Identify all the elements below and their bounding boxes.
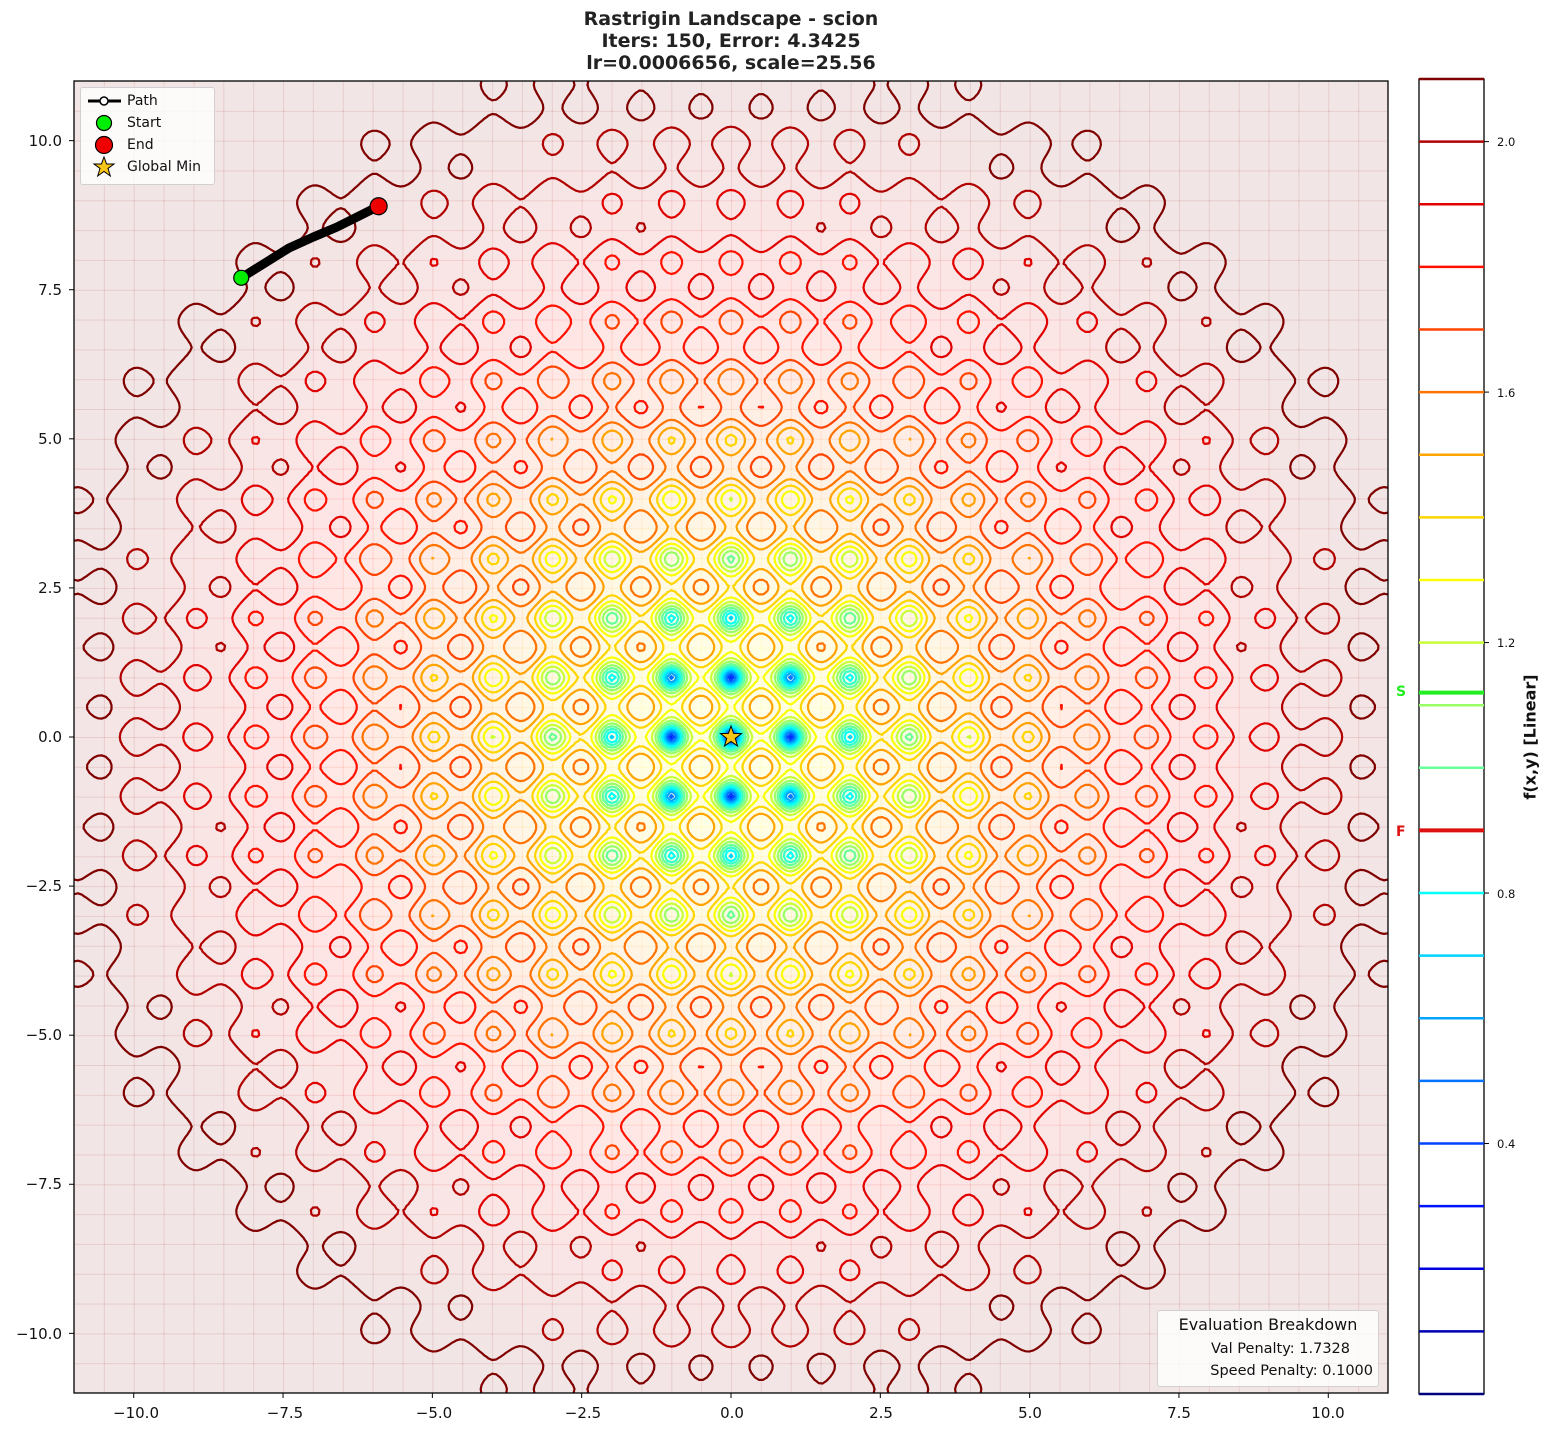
speed-penalty: Speed Penalty: 0.1000: [1210, 1363, 1373, 1379]
legend-label-start: Start: [127, 115, 161, 131]
x-tick: −7.5: [267, 1404, 303, 1422]
x-tick: 7.5: [1167, 1404, 1191, 1422]
colorbar-start-marker: S: [1396, 684, 1406, 700]
y-tick: 0.0: [38, 728, 62, 746]
end-marker-icon: [81, 134, 127, 156]
evaluation-breakdown-box: Evaluation Breakdown Val Penalty: 1.7328…: [1157, 1310, 1379, 1387]
colorbar-tick: 0.8: [1497, 887, 1515, 901]
optimization-path: [233, 197, 743, 748]
legend-item-path: Path: [81, 90, 158, 112]
colorbar: [1418, 77, 1489, 1396]
x-tick: −5.0: [416, 1404, 452, 1422]
y-tick: 7.5: [38, 281, 62, 299]
star-icon: [81, 155, 127, 178]
chart-title: Rastrigin Landscape - scion Iters: 150, …: [74, 8, 1388, 74]
legend: Path Start End Global Min: [80, 87, 215, 185]
legend-item-global-min: Global Min: [81, 155, 201, 178]
colorbar-label: f(x,y) [Linear]: [1521, 674, 1540, 799]
y-tick: 5.0: [38, 430, 62, 448]
title-line-1: Rastrigin Landscape - scion: [74, 8, 1388, 30]
y-tick: 10.0: [29, 132, 62, 150]
y-tick: −7.5: [26, 1175, 62, 1193]
x-tick: 10.0: [1311, 1404, 1344, 1422]
y-tick: −2.5: [26, 877, 62, 895]
x-tick: 5.0: [1018, 1404, 1042, 1422]
val-penalty: Val Penalty: 1.7328: [1211, 1341, 1350, 1357]
y-tick: −10.0: [16, 1325, 62, 1343]
y-tick: −5.0: [26, 1026, 62, 1044]
y-tick: 2.5: [38, 579, 62, 597]
colorbar-final-marker: F: [1396, 824, 1406, 840]
legend-item-end: End: [81, 134, 154, 156]
x-tick: −10.0: [113, 1404, 159, 1422]
evaluation-title: Evaluation Breakdown: [1158, 1315, 1378, 1334]
legend-label-global-min: Global Min: [127, 159, 201, 175]
legend-label-path: Path: [127, 93, 158, 109]
colorbar-tick: 0.4: [1497, 1137, 1515, 1151]
axis-ticks: [69, 140, 1329, 1398]
colorbar-tick: 2.0: [1497, 135, 1515, 149]
colorbar-tick: 1.2: [1497, 636, 1515, 650]
legend-item-start: Start: [81, 112, 161, 134]
x-tick: 2.5: [869, 1404, 893, 1422]
x-tick: 0.0: [720, 1404, 744, 1422]
path-line-icon: [81, 90, 127, 112]
x-tick: −2.5: [565, 1404, 601, 1422]
start-marker-icon: [81, 112, 127, 134]
contour-lines: [74, 81, 1388, 1393]
colorbar-tick: 1.6: [1497, 386, 1515, 400]
title-line-3: lr=0.0006656, scale=25.56: [74, 52, 1388, 74]
legend-label-end: End: [127, 137, 154, 153]
title-line-2: Iters: 150, Error: 4.3425: [74, 30, 1388, 52]
